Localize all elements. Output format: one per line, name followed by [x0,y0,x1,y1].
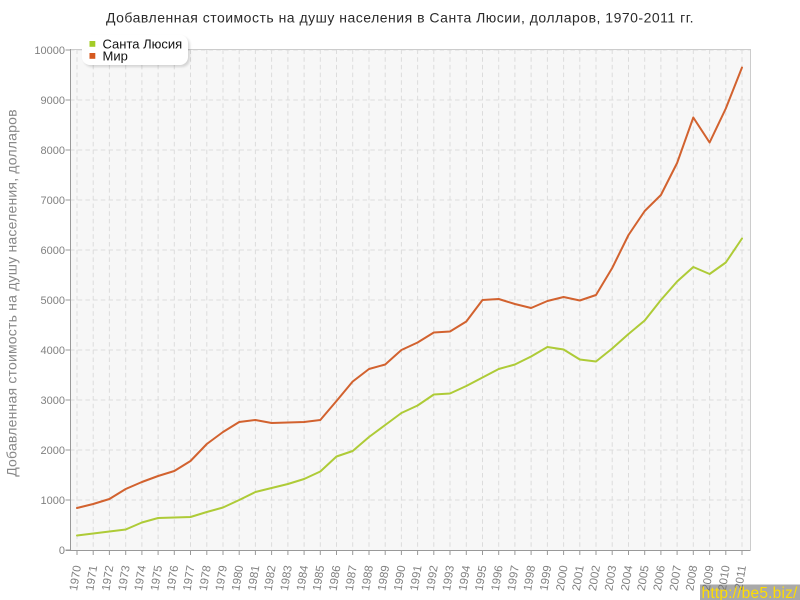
svg-text:1993: 1993 [441,565,457,592]
svg-text:4000: 4000 [41,345,65,357]
svg-text:1996: 1996 [490,565,506,592]
svg-text:2006: 2006 [652,565,668,592]
svg-text:1973: 1973 [117,565,133,592]
svg-text:2000: 2000 [555,565,571,592]
svg-text:2000: 2000 [41,445,65,457]
svg-text:3000: 3000 [41,395,65,407]
svg-text:Санта Люсия: Санта Люсия [103,36,183,51]
svg-text:Добавленная стоимость на душу: Добавленная стоимость на душу населения,… [4,109,20,477]
svg-text:9000: 9000 [41,95,65,107]
svg-text:1989: 1989 [376,565,392,592]
svg-text:1995: 1995 [474,565,490,592]
svg-text:Мир: Мир [103,48,128,63]
svg-text:2011: 2011 [733,565,749,591]
svg-text:2001: 2001 [571,565,587,592]
svg-text:2007: 2007 [668,565,684,592]
svg-text:2002: 2002 [587,565,603,592]
svg-text:1997: 1997 [506,565,522,592]
svg-text:1984: 1984 [295,564,311,592]
svg-text:1980: 1980 [230,565,246,592]
svg-text:Добавленная стоимость на душу: Добавленная стоимость на душу населения … [106,10,694,26]
svg-text:2004: 2004 [620,564,636,592]
svg-text:1982: 1982 [263,565,279,592]
svg-text:1976: 1976 [165,565,181,592]
svg-text:1983: 1983 [279,565,295,592]
svg-text:1974: 1974 [133,564,149,592]
svg-text:10000: 10000 [34,45,65,57]
svg-text:1999: 1999 [539,565,555,592]
svg-text:8000: 8000 [41,145,65,157]
svg-text:1971: 1971 [84,565,100,592]
svg-text:1998: 1998 [522,565,538,592]
svg-text:1975: 1975 [149,565,165,592]
svg-text:1979: 1979 [214,565,230,592]
svg-text:2003: 2003 [603,565,619,592]
svg-text:6000: 6000 [41,245,65,257]
svg-text:1977: 1977 [182,565,198,592]
svg-text:0: 0 [59,545,65,557]
svg-text:1986: 1986 [328,565,344,592]
svg-text:1972: 1972 [101,565,117,592]
svg-text:1970: 1970 [68,565,84,592]
svg-text:5000: 5000 [41,295,65,307]
svg-text:1990: 1990 [393,565,409,592]
svg-text:1985: 1985 [311,565,327,592]
svg-text:http://be5.biz/: http://be5.biz/ [702,585,799,600]
svg-text:1978: 1978 [198,565,214,592]
svg-text:2005: 2005 [636,565,652,592]
svg-text:1987: 1987 [344,565,360,592]
svg-text:7000: 7000 [41,195,65,207]
svg-text:1994: 1994 [457,564,473,592]
svg-text:1981: 1981 [247,565,263,592]
svg-text:2008: 2008 [684,565,700,592]
svg-text:1988: 1988 [360,565,376,592]
svg-text:1991: 1991 [409,565,425,592]
svg-text:1992: 1992 [425,565,441,592]
svg-text:1000: 1000 [41,495,65,507]
